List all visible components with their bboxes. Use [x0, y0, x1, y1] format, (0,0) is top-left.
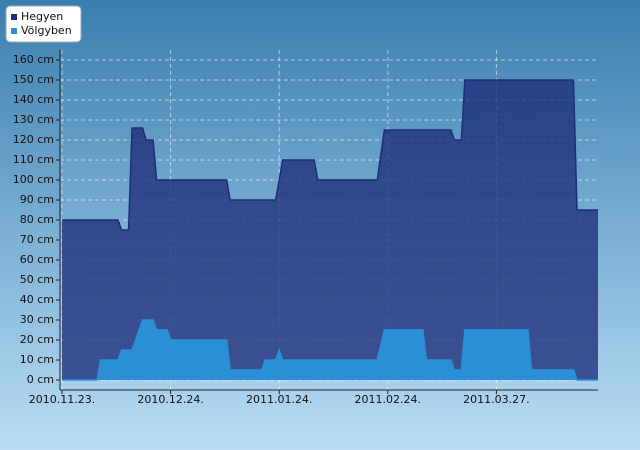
- legend-label: Völgyben: [21, 24, 72, 37]
- y-tick-label: 70 cm: [20, 233, 54, 246]
- y-tick-label: 150 cm: [13, 73, 54, 86]
- x-tick-label: 2011.01.24.: [246, 393, 312, 406]
- y-tick-label: 160 cm: [13, 53, 54, 66]
- y-tick-label: 100 cm: [13, 173, 54, 186]
- y-tick-label: 40 cm: [20, 293, 54, 306]
- y-tick-label: 30 cm: [20, 313, 54, 326]
- y-tick-label: 20 cm: [20, 333, 54, 346]
- y-tick-label: 140 cm: [13, 93, 54, 106]
- line: [62, 319, 598, 381]
- x-tick-label: 2010.12.24.: [137, 393, 203, 406]
- y-tick-label: 110 cm: [13, 153, 54, 166]
- legend-swatch: [11, 14, 17, 20]
- area: [62, 80, 598, 380]
- y-tick-label: 90 cm: [20, 193, 54, 206]
- y-tick-label: 130 cm: [13, 113, 54, 126]
- legend-box: [5, 5, 82, 43]
- y-tick-label: 10 cm: [20, 353, 54, 366]
- y-tick-label: 60 cm: [20, 253, 54, 266]
- x-tick-label: 2011.03.27.: [463, 393, 529, 406]
- x-tick-label: 2010.11.23.: [29, 393, 95, 406]
- x-tick-label: 2011.02.24.: [355, 393, 421, 406]
- y-tick-label: 120 cm: [13, 133, 54, 146]
- area: [62, 320, 598, 380]
- legend-swatch: [11, 28, 17, 34]
- legend-label: Hegyen: [21, 10, 63, 23]
- y-tick-label: 0 cm: [27, 373, 54, 386]
- y-tick-label: 80 cm: [20, 213, 54, 226]
- line: [62, 79, 598, 231]
- y-tick-label: 50 cm: [20, 273, 54, 286]
